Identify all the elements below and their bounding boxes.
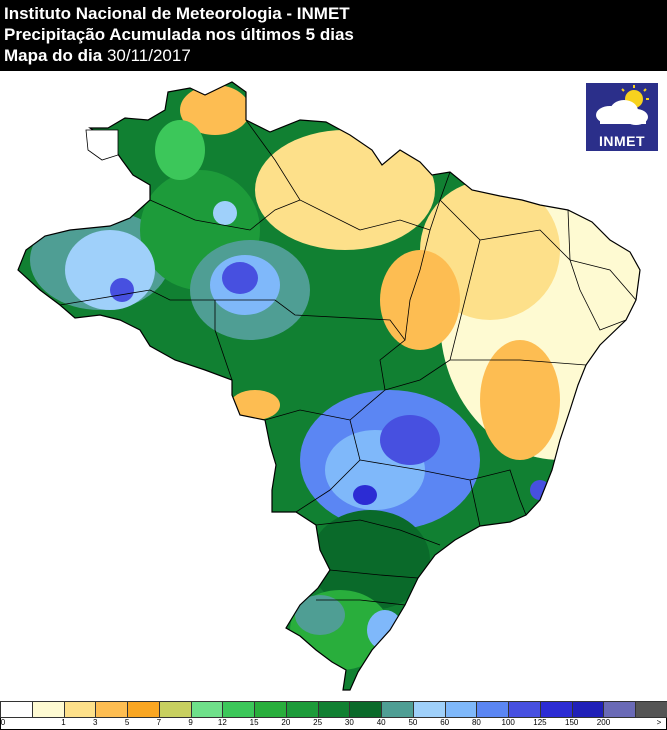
- legend-swatch: [31, 701, 65, 718]
- legend-swatch: [539, 701, 573, 718]
- legend-tick: 50: [408, 718, 418, 727]
- legend-swatch: [508, 701, 541, 718]
- legend-swatch: [444, 701, 478, 718]
- legend-tick: 20: [281, 718, 291, 727]
- legend-tick: 1: [61, 718, 66, 727]
- legend-swatch: [412, 701, 446, 718]
- legend-swatch: [222, 701, 256, 718]
- legend-swatch: [476, 701, 510, 718]
- legend-swatch: [381, 701, 414, 718]
- legend-swatch: [127, 701, 160, 718]
- legend-tick: 80: [471, 718, 481, 727]
- legend-swatch: [285, 701, 319, 718]
- legend-tick: 5: [124, 718, 130, 727]
- logo-text: INMET: [598, 133, 646, 149]
- legend-swatch: [317, 701, 351, 718]
- state-borders: [17, 81, 641, 691]
- legend-tick: 3: [93, 718, 98, 727]
- legend-swatch: [95, 701, 129, 718]
- legend-tick: 0: [0, 718, 6, 727]
- date-prefix: Mapa do dia: [4, 46, 103, 65]
- legend-swatch: [190, 701, 224, 718]
- inmet-logo: INMET: [585, 82, 659, 152]
- legend-tick: 40: [376, 718, 386, 727]
- sun-cloud-icon: [596, 85, 649, 125]
- legend-swatch: [571, 701, 605, 718]
- legend-swatch: [63, 701, 97, 718]
- date-value: 30/11/2017: [106, 46, 191, 65]
- legend-tick: >: [656, 718, 662, 727]
- legend-tick: 60: [440, 718, 450, 727]
- map-header: Instituto Nacional de Meteorologia - INM…: [0, 0, 667, 71]
- legend-tick: 150: [565, 718, 579, 727]
- org-title: Instituto Nacional de Meteorologia - INM…: [4, 4, 350, 23]
- legend-swatch: [635, 701, 667, 718]
- island-region: [85, 129, 119, 161]
- legend-tick: 12: [217, 718, 227, 727]
- legend-swatch: [603, 701, 637, 718]
- legend-swatch: [0, 701, 33, 718]
- legend-tick: 9: [188, 718, 193, 727]
- legend-tick: 100: [501, 718, 515, 727]
- legend-swatch: [158, 701, 192, 718]
- map-title: Precipitação Acumulada nos últimos 5 dia…: [4, 25, 354, 44]
- legend-tick: 125: [533, 718, 547, 727]
- legend: 0 1 3 5 7 9 12 15 20 25 30 40 50 60 80 100 125 150 200 >: [0, 701, 667, 730]
- legend-tick: 30: [344, 718, 354, 727]
- legend-tick: 7: [156, 718, 162, 727]
- legend-tick: 25: [313, 718, 323, 727]
- precipitation-map: [0, 71, 667, 701]
- legend-tick: 200: [596, 718, 611, 727]
- legend-swatch: [349, 701, 383, 718]
- legend-swatch: [254, 701, 287, 718]
- legend-tick: 15: [249, 718, 259, 727]
- map-date: Mapa do dia 30/11/2017: [4, 45, 667, 66]
